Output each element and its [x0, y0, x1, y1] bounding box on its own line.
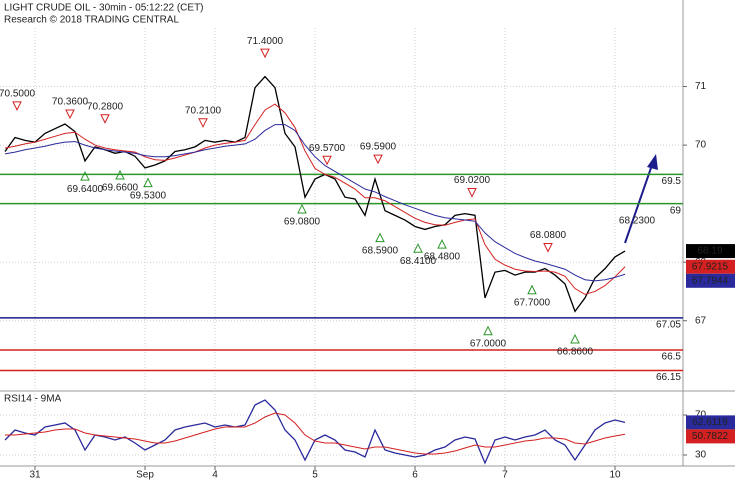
annotation-label: 66.8600 [557, 347, 594, 358]
trough-marker [483, 325, 493, 336]
peak-marker [467, 187, 477, 198]
y-tick-label: 70 [695, 140, 707, 151]
last-value-label: 62.6119 [692, 417, 728, 428]
annotation-label: 70.2100 [185, 105, 222, 116]
level-label: 66.5 [662, 352, 682, 363]
trough-marker [570, 333, 580, 344]
x-tick-label: 6 [412, 470, 418, 480]
level-label: 66.15 [656, 372, 681, 383]
annotation-label: 68.5900 [362, 245, 399, 256]
annotation-label: 69.6400 [67, 184, 104, 195]
last-value-box [686, 273, 735, 288]
trough-marker [143, 177, 153, 188]
indicator-line [4, 103, 626, 295]
x-tick-label: 7 [502, 470, 508, 480]
x-tick-label: 4 [212, 470, 218, 480]
peak-marker [65, 109, 75, 120]
annotation-label: 67.0000 [470, 338, 507, 349]
peak-marker [260, 48, 270, 59]
peak-marker [100, 114, 110, 124]
indicator-line [4, 399, 626, 465]
indicator-line [4, 124, 626, 282]
level-label: 69.5 [662, 176, 682, 187]
trough-marker [527, 284, 537, 295]
price-line [4, 75, 626, 313]
x-tick-label: 5 [312, 470, 318, 480]
last-value-label: 67.7944 [692, 275, 729, 286]
last-value-box [686, 429, 735, 444]
panel-title: RSI14 - 9MA [4, 394, 62, 405]
peak-marker [12, 101, 22, 111]
last-value-box [686, 415, 735, 430]
last-value-label: 50.7822 [692, 431, 729, 442]
y-tick-label: 30 [695, 450, 707, 461]
trough-marker [437, 238, 447, 249]
last-value-box [686, 244, 735, 259]
annotation-label: 70.2800 [87, 101, 124, 112]
level-label: 67.05 [656, 319, 681, 330]
last-value-label: 68.19 [697, 246, 722, 257]
annotation-label: 68.4100 [400, 256, 437, 267]
trough-marker [80, 171, 90, 181]
annotation-label: 69.5700 [309, 143, 346, 154]
annotation-label: 67.7000 [514, 297, 551, 308]
trough-marker [115, 169, 125, 180]
annotation-label: 68.2300 [619, 215, 656, 226]
annotation-label: 68.4800 [424, 252, 461, 263]
trough-marker [297, 203, 307, 214]
trough-marker [375, 232, 385, 243]
y-tick-label: 67 [695, 315, 707, 326]
annotation-label: 69.0800 [284, 217, 321, 228]
peak-marker [373, 154, 383, 165]
annotation-label: 69.6600 [102, 183, 139, 194]
x-tick-label: 10 [609, 470, 621, 480]
x-tick-label: 31 [29, 470, 41, 480]
peak-marker [198, 118, 208, 128]
chart-subtitle: Research © 2018 TRADING CENTRAL [4, 15, 179, 26]
chart-title: LIGHT CRUDE OIL - 30min - 05:12:22 (CET) [4, 3, 204, 14]
last-value-box [686, 259, 735, 274]
peak-marker [543, 243, 553, 253]
annotation-label: 69.5900 [360, 142, 397, 153]
annotation-label: 70.5000 [0, 88, 36, 99]
y-tick-label: 71 [695, 81, 707, 92]
annotation-label: 69.5300 [130, 190, 167, 201]
arrow-head [647, 154, 658, 170]
annotation-label: 70.3600 [52, 97, 89, 108]
peak-marker [322, 155, 332, 166]
annotation-label: 68.0800 [530, 230, 567, 241]
x-tick-label: Sep [136, 470, 154, 480]
y-tick-label: 70 [695, 410, 707, 421]
last-value-label: 67.9215 [692, 261, 729, 272]
annotation-label: 71.4000 [247, 36, 284, 47]
trough-marker [413, 243, 423, 253]
annotation-label: 69.0200 [454, 175, 491, 186]
level-label: 69 [670, 205, 682, 216]
indicator-line [5, 412, 626, 455]
